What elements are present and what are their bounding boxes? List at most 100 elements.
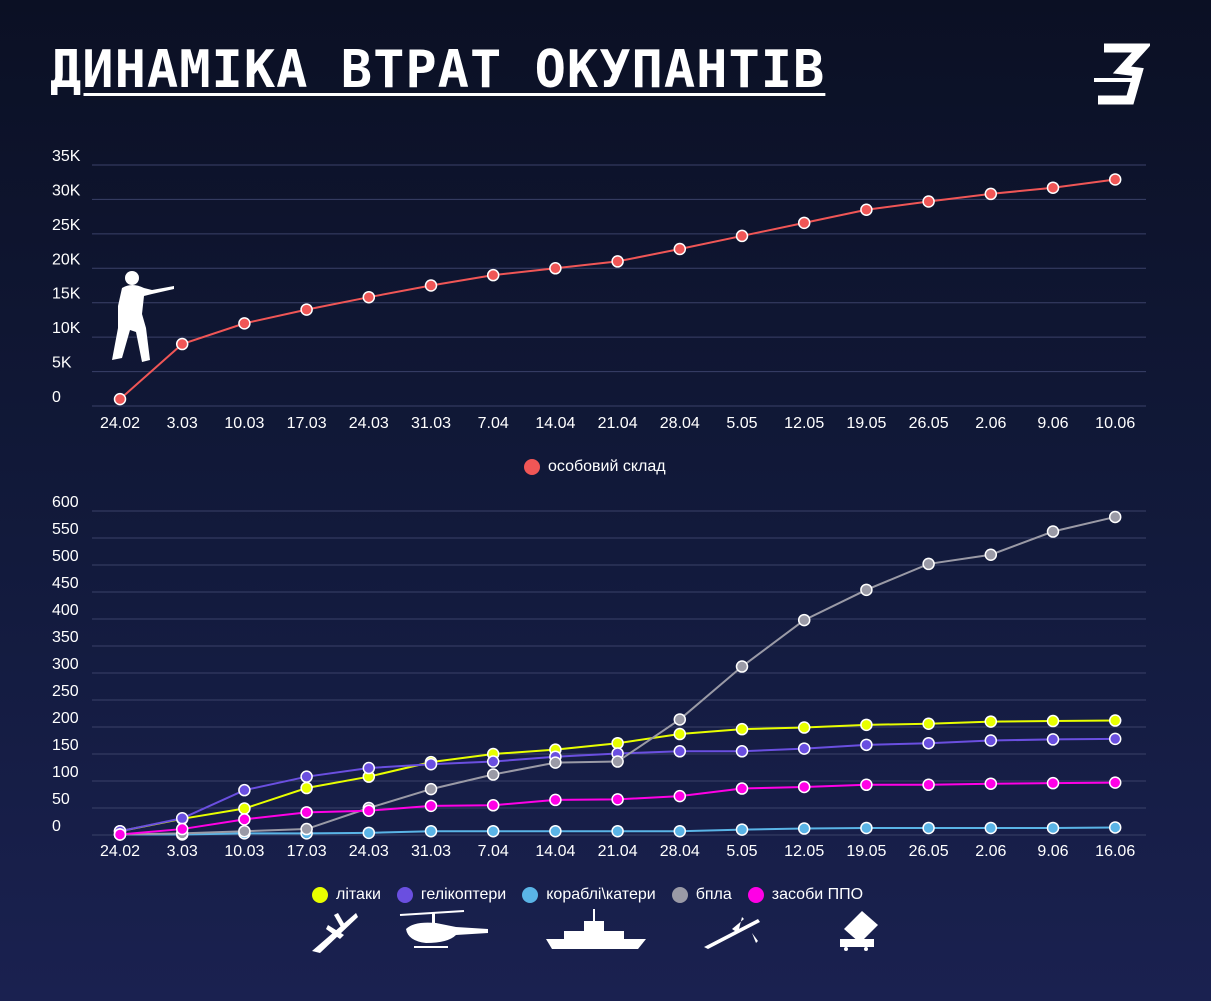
x-tick-label: 16.06 — [1095, 843, 1135, 860]
x-tick-label: 7.04 — [478, 843, 509, 860]
legend-item-drones: бпла — [671, 886, 732, 904]
legend-marker-personnel — [524, 459, 540, 475]
data-point-drones — [611, 755, 624, 768]
y-tick-label: 100 — [52, 764, 79, 781]
data-point-personnel — [549, 262, 562, 275]
data-point-personnel — [611, 255, 624, 268]
data-point-helicopters — [238, 783, 251, 797]
data-point-personnel — [797, 216, 811, 230]
legend-item-ships: кораблі\катери — [522, 886, 656, 904]
legend-item-helicopters: гелікоптери — [396, 886, 506, 904]
data-point-ships — [922, 821, 935, 835]
data-point-drones — [238, 824, 251, 838]
data-point-planes — [922, 717, 935, 731]
data-point-planes — [735, 722, 749, 736]
legend-marker-aa — [747, 887, 764, 903]
x-tick-label: 24.03 — [349, 415, 389, 432]
data-point-ships — [984, 821, 998, 835]
data-point-helicopters — [300, 770, 313, 783]
y-tick-label: 15K — [52, 286, 81, 303]
data-point-aa — [113, 828, 127, 841]
x-tick-label: 31.03 — [411, 843, 451, 860]
data-point-aa — [797, 780, 811, 794]
legend-label-ships: кораблі\катери — [546, 886, 656, 903]
data-point-drones — [1108, 510, 1122, 524]
x-tick-label: 21.04 — [598, 415, 638, 432]
x-tick-label: 21.04 — [598, 843, 638, 860]
data-point-personnel — [984, 187, 998, 201]
x-tick-label: 17.03 — [287, 843, 327, 860]
x-tick-label: 10.06 — [1095, 415, 1135, 432]
data-point-helicopters — [362, 761, 376, 775]
data-point-ships — [549, 824, 562, 838]
y-tick-label: 0 — [52, 389, 61, 406]
data-point-planes — [797, 721, 811, 734]
x-tick-label: 10.03 — [224, 415, 264, 432]
data-point-planes — [673, 727, 687, 741]
logo-icon — [1094, 43, 1150, 105]
data-point-ships — [424, 824, 438, 838]
data-point-personnel — [238, 317, 251, 330]
y-tick-label: 25K — [52, 217, 81, 234]
y-tick-label: 20K — [52, 251, 81, 268]
rocket-launcher-icon — [840, 911, 878, 951]
data-point-planes — [611, 736, 624, 750]
x-tick-label: 28.04 — [660, 843, 700, 860]
data-point-helicopters — [922, 736, 935, 750]
data-point-personnel — [362, 290, 376, 304]
data-point-aa — [860, 778, 873, 792]
legend-marker-planes — [312, 887, 328, 903]
data-point-drones — [424, 782, 438, 796]
data-point-aa — [424, 799, 438, 813]
data-point-aa — [922, 778, 935, 792]
data-point-planes — [1108, 714, 1122, 727]
x-tick-label: 2.06 — [975, 415, 1006, 432]
x-tick-label: 19.05 — [846, 843, 886, 860]
data-point-aa — [611, 793, 624, 806]
y-tick-label: 450 — [52, 575, 79, 592]
data-point-aa — [673, 789, 687, 803]
data-point-aa — [175, 822, 189, 836]
y-tick-label: 550 — [52, 521, 79, 538]
x-tick-label: 9.06 — [1037, 415, 1068, 432]
x-tick-label: 3.03 — [167, 843, 198, 860]
data-point-helicopters — [860, 738, 873, 752]
data-point-drones — [673, 713, 687, 726]
x-tick-label: 2.06 — [975, 843, 1006, 860]
data-point-aa — [362, 804, 376, 817]
data-point-aa — [1046, 776, 1060, 790]
legend-item-planes: літаки — [312, 886, 381, 904]
data-point-drones — [549, 756, 562, 769]
data-point-personnel — [673, 242, 687, 256]
data-point-ships — [1108, 821, 1122, 834]
legend-marker-drones — [671, 887, 688, 903]
data-point-planes — [1046, 714, 1060, 728]
data-point-helicopters — [1108, 732, 1122, 746]
data-point-helicopters — [175, 812, 189, 825]
equipment-legend: літаки гелікоптери кораблі\катери бпла з… — [312, 886, 871, 904]
data-point-aa — [549, 793, 562, 807]
legend-label-aa: засоби ППО — [771, 886, 864, 903]
data-point-helicopters — [486, 755, 500, 768]
legend-label-drones: бпла — [695, 886, 732, 903]
y-tick-label: 350 — [52, 629, 79, 646]
x-tick-label: 19.05 — [846, 415, 886, 432]
legend-label-personnel: особовий склад — [548, 458, 666, 475]
ship-icon — [546, 909, 646, 949]
data-point-drones — [300, 822, 313, 836]
data-point-aa — [1108, 776, 1122, 789]
data-point-personnel — [486, 268, 500, 282]
data-point-ships — [611, 824, 624, 838]
y-tick-label: 300 — [52, 656, 79, 673]
x-tick-label: 26.05 — [909, 843, 949, 860]
data-point-aa — [984, 777, 998, 790]
y-tick-label: 50 — [52, 791, 70, 808]
data-point-helicopters — [735, 745, 749, 758]
y-tick-label: 35K — [52, 148, 81, 165]
x-tick-label: 24.03 — [349, 843, 389, 860]
data-point-personnel — [922, 195, 935, 208]
data-point-planes — [300, 781, 313, 795]
plane-icon — [312, 913, 358, 953]
data-point-helicopters — [424, 758, 438, 771]
x-tick-label: 24.02 — [100, 843, 140, 860]
